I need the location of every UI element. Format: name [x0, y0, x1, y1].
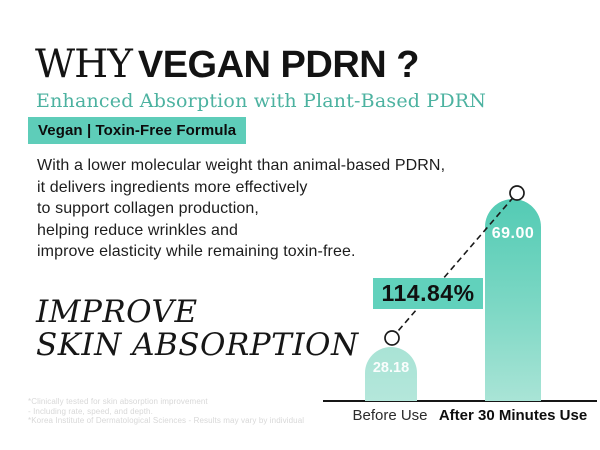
subtitle: Enhanced Absorption with Plant-Based PDR… — [36, 90, 487, 112]
bar-after-value-label: 69.00 — [491, 225, 535, 242]
bar-before-value-label: 28.18 — [372, 360, 410, 376]
page-title: WHY VEGAN PDRN ? — [35, 42, 419, 87]
chart-x-axis-line — [323, 400, 597, 402]
title-bold-part: VEGAN PDRN ? — [137, 44, 420, 86]
bar-before-use: 28.18 — [365, 347, 417, 401]
x-axis-label-after-use: After 30 Minutes Use — [438, 407, 588, 424]
description-paragraph: With a lower molecular weight than anima… — [37, 157, 446, 260]
vegan-toxin-free-badge: Vegan | Toxin-Free Formula — [28, 117, 247, 144]
bar-after-use: 69.00 — [485, 199, 541, 401]
data-point-marker-icon — [509, 185, 525, 201]
data-point-marker-icon — [384, 330, 400, 346]
improve-skin-absorption-heading: IMPROVE SKIN ABSORPTION — [36, 294, 359, 363]
title-serif-part: WHY — [35, 42, 133, 87]
disclaimer-footnotes: *Clinically tested for skin absorption i… — [28, 397, 305, 425]
improvement-percent-badge: 114.84% — [373, 278, 483, 309]
x-axis-label-before-use: Before Use — [352, 407, 428, 424]
